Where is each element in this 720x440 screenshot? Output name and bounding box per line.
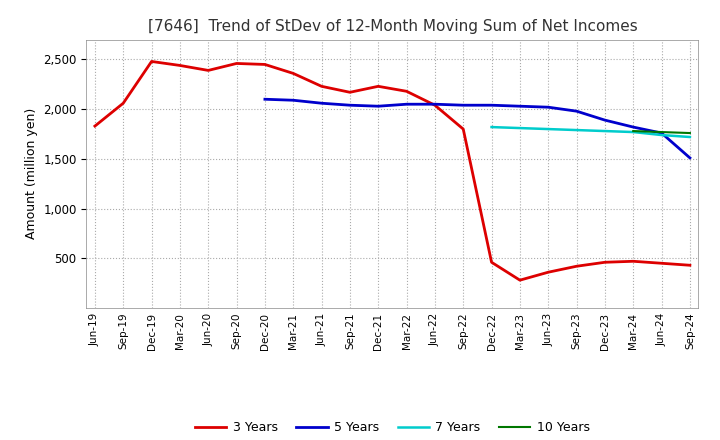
10 Years (685, 130, 694, 136)
3 Years (374, 84, 382, 89)
5 Years (657, 130, 666, 136)
5 Years (544, 105, 552, 110)
7 Years (516, 125, 524, 131)
3 Years (516, 278, 524, 283)
3 Years (487, 260, 496, 265)
3 Years (544, 270, 552, 275)
7 Years (544, 126, 552, 132)
10 Years (657, 129, 666, 135)
7 Years (572, 128, 581, 133)
5 Years (572, 109, 581, 114)
7 Years (629, 129, 637, 135)
3 Years (657, 260, 666, 266)
7 Years (657, 132, 666, 138)
3 Years (629, 259, 637, 264)
7 Years (487, 125, 496, 130)
3 Years (148, 59, 156, 64)
5 Years (318, 101, 326, 106)
5 Years (600, 117, 609, 123)
Line: 5 Years: 5 Years (265, 99, 690, 158)
3 Years (600, 260, 609, 265)
5 Years (402, 102, 411, 107)
10 Years (629, 128, 637, 134)
3 Years (204, 68, 212, 73)
7 Years (600, 128, 609, 134)
5 Years (289, 98, 297, 103)
5 Years (516, 103, 524, 109)
5 Years (431, 102, 439, 107)
3 Years (119, 101, 127, 106)
5 Years (346, 103, 354, 108)
Title: [7646]  Trend of StDev of 12-Month Moving Sum of Net Incomes: [7646] Trend of StDev of 12-Month Moving… (148, 19, 637, 34)
3 Years (459, 126, 467, 132)
3 Years (346, 90, 354, 95)
Y-axis label: Amount (million yen): Amount (million yen) (24, 108, 37, 239)
5 Years (374, 103, 382, 109)
Line: 7 Years: 7 Years (492, 127, 690, 137)
7 Years (685, 134, 694, 139)
3 Years (402, 88, 411, 94)
3 Years (572, 264, 581, 269)
3 Years (289, 71, 297, 76)
Legend: 3 Years, 5 Years, 7 Years, 10 Years: 3 Years, 5 Years, 7 Years, 10 Years (190, 416, 595, 439)
3 Years (318, 84, 326, 89)
5 Years (629, 125, 637, 130)
Line: 3 Years: 3 Years (95, 62, 690, 280)
3 Years (261, 62, 269, 67)
3 Years (233, 61, 241, 66)
3 Years (176, 63, 184, 68)
5 Years (459, 103, 467, 108)
3 Years (685, 263, 694, 268)
Line: 10 Years: 10 Years (633, 131, 690, 133)
3 Years (431, 103, 439, 108)
5 Years (487, 103, 496, 108)
3 Years (91, 124, 99, 129)
5 Years (685, 155, 694, 161)
5 Years (261, 97, 269, 102)
